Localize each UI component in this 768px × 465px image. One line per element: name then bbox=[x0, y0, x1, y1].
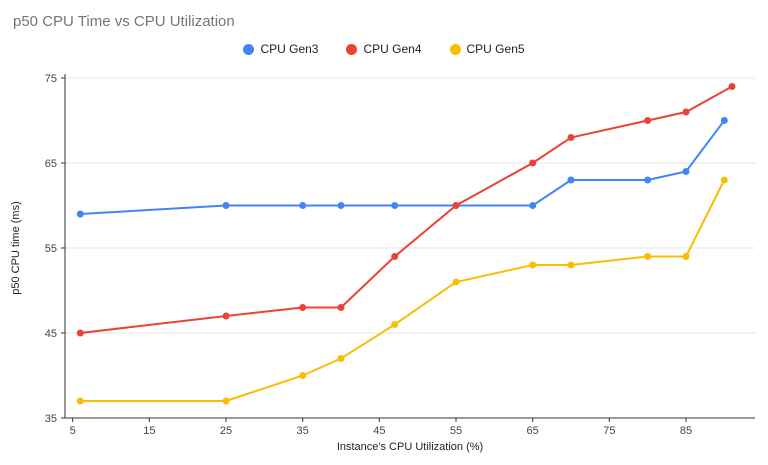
data-point-cpu-gen4[interactable] bbox=[76, 329, 84, 337]
series-line-cpu-gen5[interactable] bbox=[80, 179, 726, 402]
x-tick-label: 55 bbox=[450, 425, 462, 437]
legend-label: CPU Gen4 bbox=[363, 42, 422, 56]
data-point-cpu-gen5[interactable] bbox=[720, 176, 728, 184]
x-tick-label: 5 bbox=[70, 425, 76, 437]
data-point-cpu-gen5[interactable] bbox=[644, 253, 652, 260]
data-point-cpu-gen5[interactable] bbox=[391, 321, 399, 328]
x-tick-label: 25 bbox=[220, 425, 232, 437]
data-point-cpu-gen3[interactable] bbox=[76, 210, 84, 218]
data-point-cpu-gen3[interactable] bbox=[720, 117, 728, 124]
x-tick-label: 65 bbox=[527, 425, 539, 437]
data-point-cpu-gen4[interactable] bbox=[567, 134, 575, 141]
legend-item-cpu-gen3[interactable]: CPU Gen3 bbox=[243, 42, 318, 56]
data-point-cpu-gen4[interactable] bbox=[299, 304, 307, 311]
data-point-cpu-gen4[interactable] bbox=[452, 202, 460, 209]
data-point-cpu-gen3[interactable] bbox=[682, 168, 690, 175]
data-point-cpu-gen4[interactable] bbox=[222, 312, 230, 320]
legend-swatch-cpu-gen5 bbox=[449, 43, 461, 55]
data-point-cpu-gen5[interactable] bbox=[299, 372, 307, 379]
data-point-cpu-gen5[interactable] bbox=[682, 253, 690, 260]
data-point-cpu-gen5[interactable] bbox=[529, 261, 537, 269]
data-point-cpu-gen5[interactable] bbox=[222, 397, 230, 405]
data-point-cpu-gen4[interactable] bbox=[391, 253, 399, 260]
series-line-cpu-gen3[interactable] bbox=[80, 119, 726, 215]
legend-swatch-cpu-gen4 bbox=[346, 43, 358, 55]
x-tick-label: 35 bbox=[297, 425, 309, 437]
data-point-cpu-gen4[interactable] bbox=[529, 159, 537, 167]
data-point-cpu-gen4[interactable] bbox=[728, 83, 736, 90]
legend-swatch-cpu-gen3 bbox=[243, 43, 255, 55]
series-line-cpu-gen4[interactable] bbox=[80, 85, 733, 334]
x-tick-label: 85 bbox=[680, 425, 692, 437]
x-tick-label: 15 bbox=[143, 425, 155, 437]
data-point-cpu-gen3[interactable] bbox=[222, 202, 230, 209]
data-point-cpu-gen5[interactable] bbox=[337, 355, 345, 362]
data-point-cpu-gen3[interactable] bbox=[337, 202, 345, 209]
x-tick-label: 45 bbox=[373, 425, 385, 437]
y-tick-label: 65 bbox=[45, 158, 57, 170]
data-point-cpu-gen5[interactable] bbox=[452, 278, 460, 286]
y-tick-label: 45 bbox=[45, 328, 57, 340]
x-tick-label: 75 bbox=[603, 425, 615, 437]
legend: CPU Gen3 CPU Gen4 CPU Gen5 bbox=[0, 42, 768, 56]
y-axis-title: p50 CPU time (ms) bbox=[10, 201, 22, 295]
x-axis-title: Instance's CPU Utilization (%) bbox=[336, 441, 484, 453]
legend-item-cpu-gen5[interactable]: CPU Gen5 bbox=[449, 42, 525, 56]
y-tick-label: 35 bbox=[45, 413, 57, 425]
data-point-cpu-gen4[interactable] bbox=[682, 108, 690, 116]
y-tick-label: 75 bbox=[45, 73, 57, 85]
data-point-cpu-gen3[interactable] bbox=[644, 176, 652, 184]
chart-title: p50 CPU Time vs CPU Utilization bbox=[13, 13, 235, 30]
data-point-cpu-gen5[interactable] bbox=[567, 261, 575, 269]
legend-label: CPU Gen5 bbox=[466, 42, 525, 56]
data-point-cpu-gen3[interactable] bbox=[299, 202, 307, 209]
legend-label: CPU Gen3 bbox=[260, 42, 319, 56]
data-point-cpu-gen5[interactable] bbox=[76, 397, 84, 405]
legend-item-cpu-gen4[interactable]: CPU Gen4 bbox=[346, 42, 422, 56]
data-point-cpu-gen4[interactable] bbox=[337, 304, 345, 311]
data-point-cpu-gen3[interactable] bbox=[567, 176, 575, 184]
data-point-cpu-gen4[interactable] bbox=[644, 117, 652, 124]
y-tick-label: 55 bbox=[45, 243, 57, 255]
data-point-cpu-gen3[interactable] bbox=[529, 202, 537, 209]
data-point-cpu-gen3[interactable] bbox=[391, 202, 399, 209]
